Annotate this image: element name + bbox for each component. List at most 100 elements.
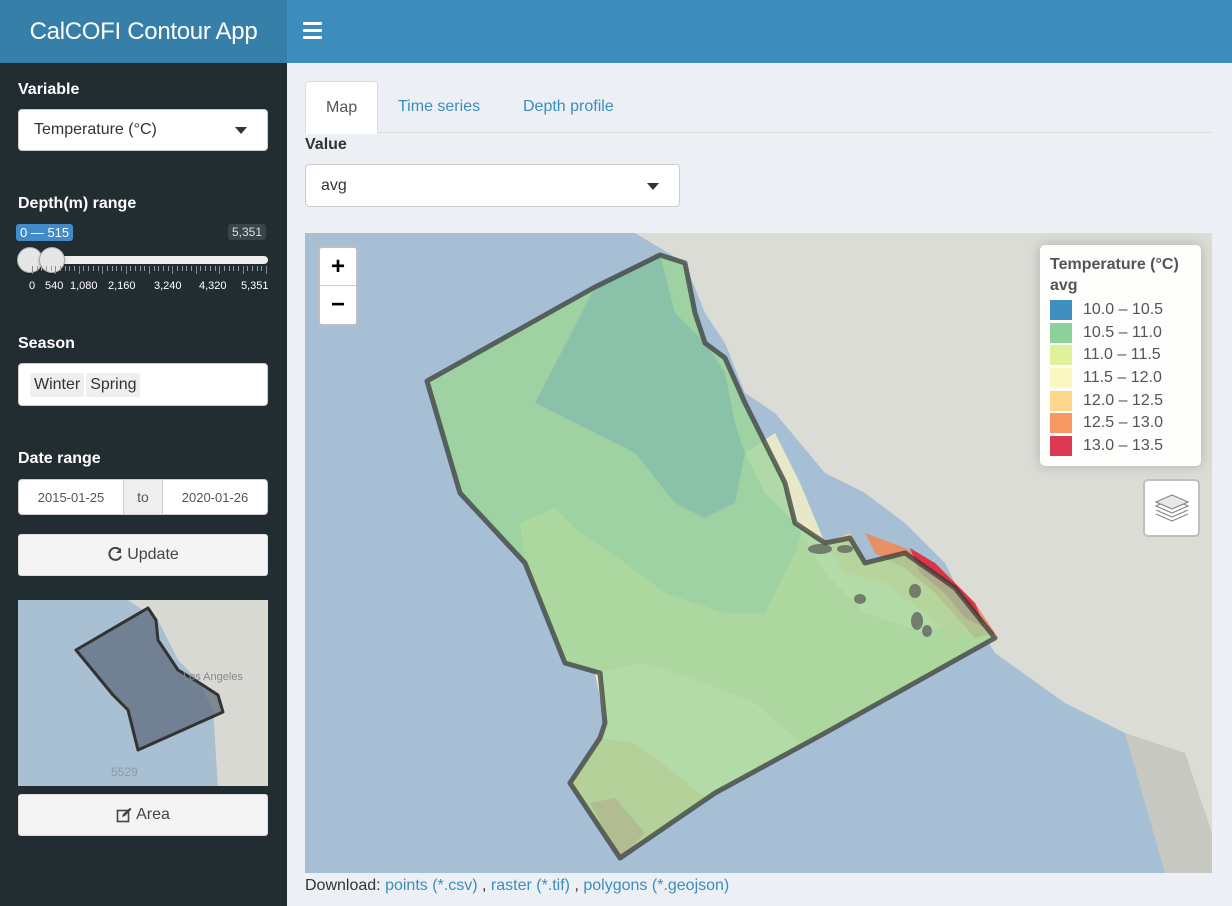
slider-tick [36, 266, 38, 271]
depth-label: Depth(m) range [18, 195, 137, 212]
minimap-number-label: 5529 [111, 765, 138, 779]
slider-tick [139, 266, 141, 271]
value-select[interactable]: avg [305, 164, 680, 207]
legend-swatch [1050, 322, 1072, 343]
legend-item: 11.0 – 11.5 [1050, 344, 1191, 367]
tab-bar: Map Time series Depth profile [305, 81, 1212, 134]
bars-icon[interactable] [303, 22, 322, 40]
season-chip[interactable]: Winter [30, 372, 85, 397]
minimap-city-label: Los Angeles [183, 671, 243, 683]
zoom-control: + − [318, 246, 358, 326]
download-points-link[interactable]: points (*.csv) [385, 877, 478, 894]
end-date-input[interactable]: 2020-01-26 [181, 489, 249, 505]
slider-tick [163, 266, 165, 271]
slider-tick [209, 266, 211, 271]
season-label: Season [18, 335, 75, 352]
slider-tick [106, 266, 108, 271]
slider-tick [83, 266, 85, 271]
legend-label: 11.5 – 12.0 [1083, 369, 1162, 387]
refresh-icon [108, 547, 123, 561]
legend-item: 10.5 – 11.0 [1050, 322, 1191, 345]
slider-tick [55, 266, 57, 274]
area-button[interactable]: Area [18, 794, 268, 836]
depth-max-value: 5,351 [228, 224, 267, 240]
slider-tick [251, 266, 253, 271]
legend-item: 10.0 – 10.5 [1050, 299, 1191, 322]
legend-label: 13.0 – 13.5 [1083, 436, 1164, 454]
legend-item: 11.5 – 12.0 [1050, 367, 1191, 390]
slider-tick [60, 266, 62, 271]
slider-tick [191, 266, 193, 271]
tab-depth-profile[interactable]: Depth profile [523, 98, 614, 115]
slider-tick [92, 266, 94, 271]
slider-tick [200, 266, 202, 271]
legend-label: 10.5 – 11.0 [1083, 323, 1162, 341]
download-raster-link[interactable]: raster (*.tif) [490, 877, 571, 894]
caret-down-icon [647, 182, 659, 190]
date-range-separator: to [123, 480, 163, 514]
slider-tick [186, 266, 188, 271]
map-view[interactable]: + − Temperature (°C) avg 10.0 – 10.5 10.5… [305, 233, 1212, 873]
app-title[interactable]: CalCOFI Contour App [0, 0, 287, 63]
legend-swatch [1050, 345, 1072, 366]
layers-icon [1154, 494, 1189, 522]
slider-tick [167, 266, 169, 271]
slider-tick [69, 266, 71, 271]
value-selected: avg [321, 176, 347, 194]
slider-tick [214, 266, 216, 271]
legend-swatch [1050, 300, 1072, 321]
area-minimap[interactable]: Los Angeles 5529 [18, 600, 268, 786]
slider-tick [50, 266, 52, 271]
tab-time-series[interactable]: Time series [398, 98, 481, 115]
slider-tick [233, 266, 235, 271]
legend-subtitle: avg [1050, 277, 1078, 294]
download-polygons-link[interactable]: polygons (*.geojson) [583, 877, 730, 894]
download-separator: , [481, 877, 487, 894]
update-button-label: Update [127, 546, 179, 563]
layers-button[interactable] [1143, 479, 1200, 537]
slider-tick [237, 266, 239, 271]
zoom-out-button[interactable]: − [330, 291, 345, 318]
depth-tick-label: 4,320 [199, 280, 227, 292]
slider-tick [64, 266, 66, 271]
depth-tick-label: 0 [29, 280, 36, 292]
tab-map[interactable]: Map [305, 81, 379, 134]
legend-item: 12.0 – 12.5 [1050, 389, 1191, 412]
slider-tick [78, 266, 80, 274]
slider-tick [125, 266, 127, 274]
slider-tick [46, 266, 48, 271]
update-button[interactable]: Update [18, 534, 268, 576]
depth-tick-label: 540 [45, 280, 64, 292]
slider-tick [130, 266, 132, 271]
slider-tick [149, 266, 150, 274]
legend-swatch [1050, 413, 1072, 434]
date-range-input: 2015-01-25 to 2020-01-26 [18, 479, 268, 515]
slider-tick [219, 266, 221, 274]
legend-label: 11.0 – 11.5 [1083, 346, 1161, 364]
season-select[interactable]: Winter Spring [18, 363, 268, 406]
depth-slider-handle-from[interactable] [17, 247, 43, 273]
depth-tick-label: 3,240 [154, 280, 182, 292]
download-prefix: Download: [305, 877, 381, 894]
depth-tick-label: 1,080 [70, 280, 98, 292]
date-range-label: Date range [18, 450, 101, 467]
variable-select[interactable]: Temperature (°C) [18, 109, 268, 151]
top-navbar [287, 0, 1232, 63]
slider-tick [266, 266, 267, 274]
depth-slider-handle-to[interactable] [39, 247, 65, 273]
slider-tick [102, 266, 104, 274]
slider-tick [181, 266, 183, 271]
value-label: Value [305, 136, 347, 153]
slider-tick [242, 266, 244, 274]
map-legend: Temperature (°C) avg 10.0 – 10.5 10.5 – 1… [1040, 245, 1201, 466]
legend-swatch [1050, 390, 1072, 411]
slider-tick [205, 266, 207, 271]
slider-tick [247, 266, 249, 271]
slider-tick [41, 266, 43, 271]
start-date-input[interactable]: 2015-01-25 [37, 489, 105, 505]
download-separator: , [574, 877, 579, 894]
season-chip[interactable]: Spring [86, 372, 141, 397]
slider-tick [177, 266, 179, 271]
depth-tick-label: 5,351 [241, 280, 269, 292]
zoom-in-button[interactable]: + [320, 248, 356, 286]
